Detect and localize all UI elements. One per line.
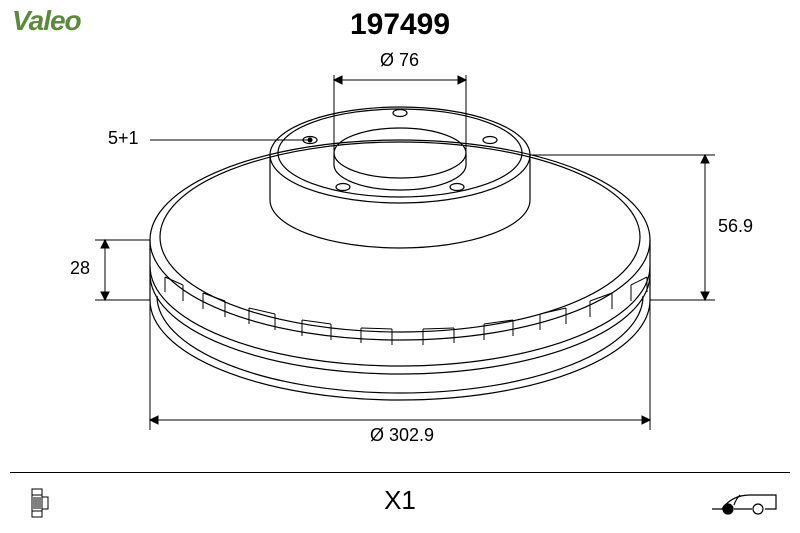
dim-overall-height: 56.9: [718, 216, 753, 237]
dim-outer-diameter: Ø 302.9: [370, 425, 434, 446]
dim-bore-diameter: Ø 76: [380, 50, 419, 71]
dim-thickness: 28: [70, 258, 90, 279]
quantity-label: X1: [384, 485, 416, 516]
part-number: 197499: [350, 8, 450, 42]
dim-bolt-pattern: 5+1: [108, 128, 139, 149]
brand-logo: Valeo: [12, 5, 81, 37]
technical-diagram: Ø 76 5+1 28 56.9 Ø 302.9: [0, 40, 800, 460]
footer-row: X1: [0, 473, 800, 533]
disc-side-icon: [20, 487, 70, 519]
car-front-icon: [710, 489, 780, 517]
